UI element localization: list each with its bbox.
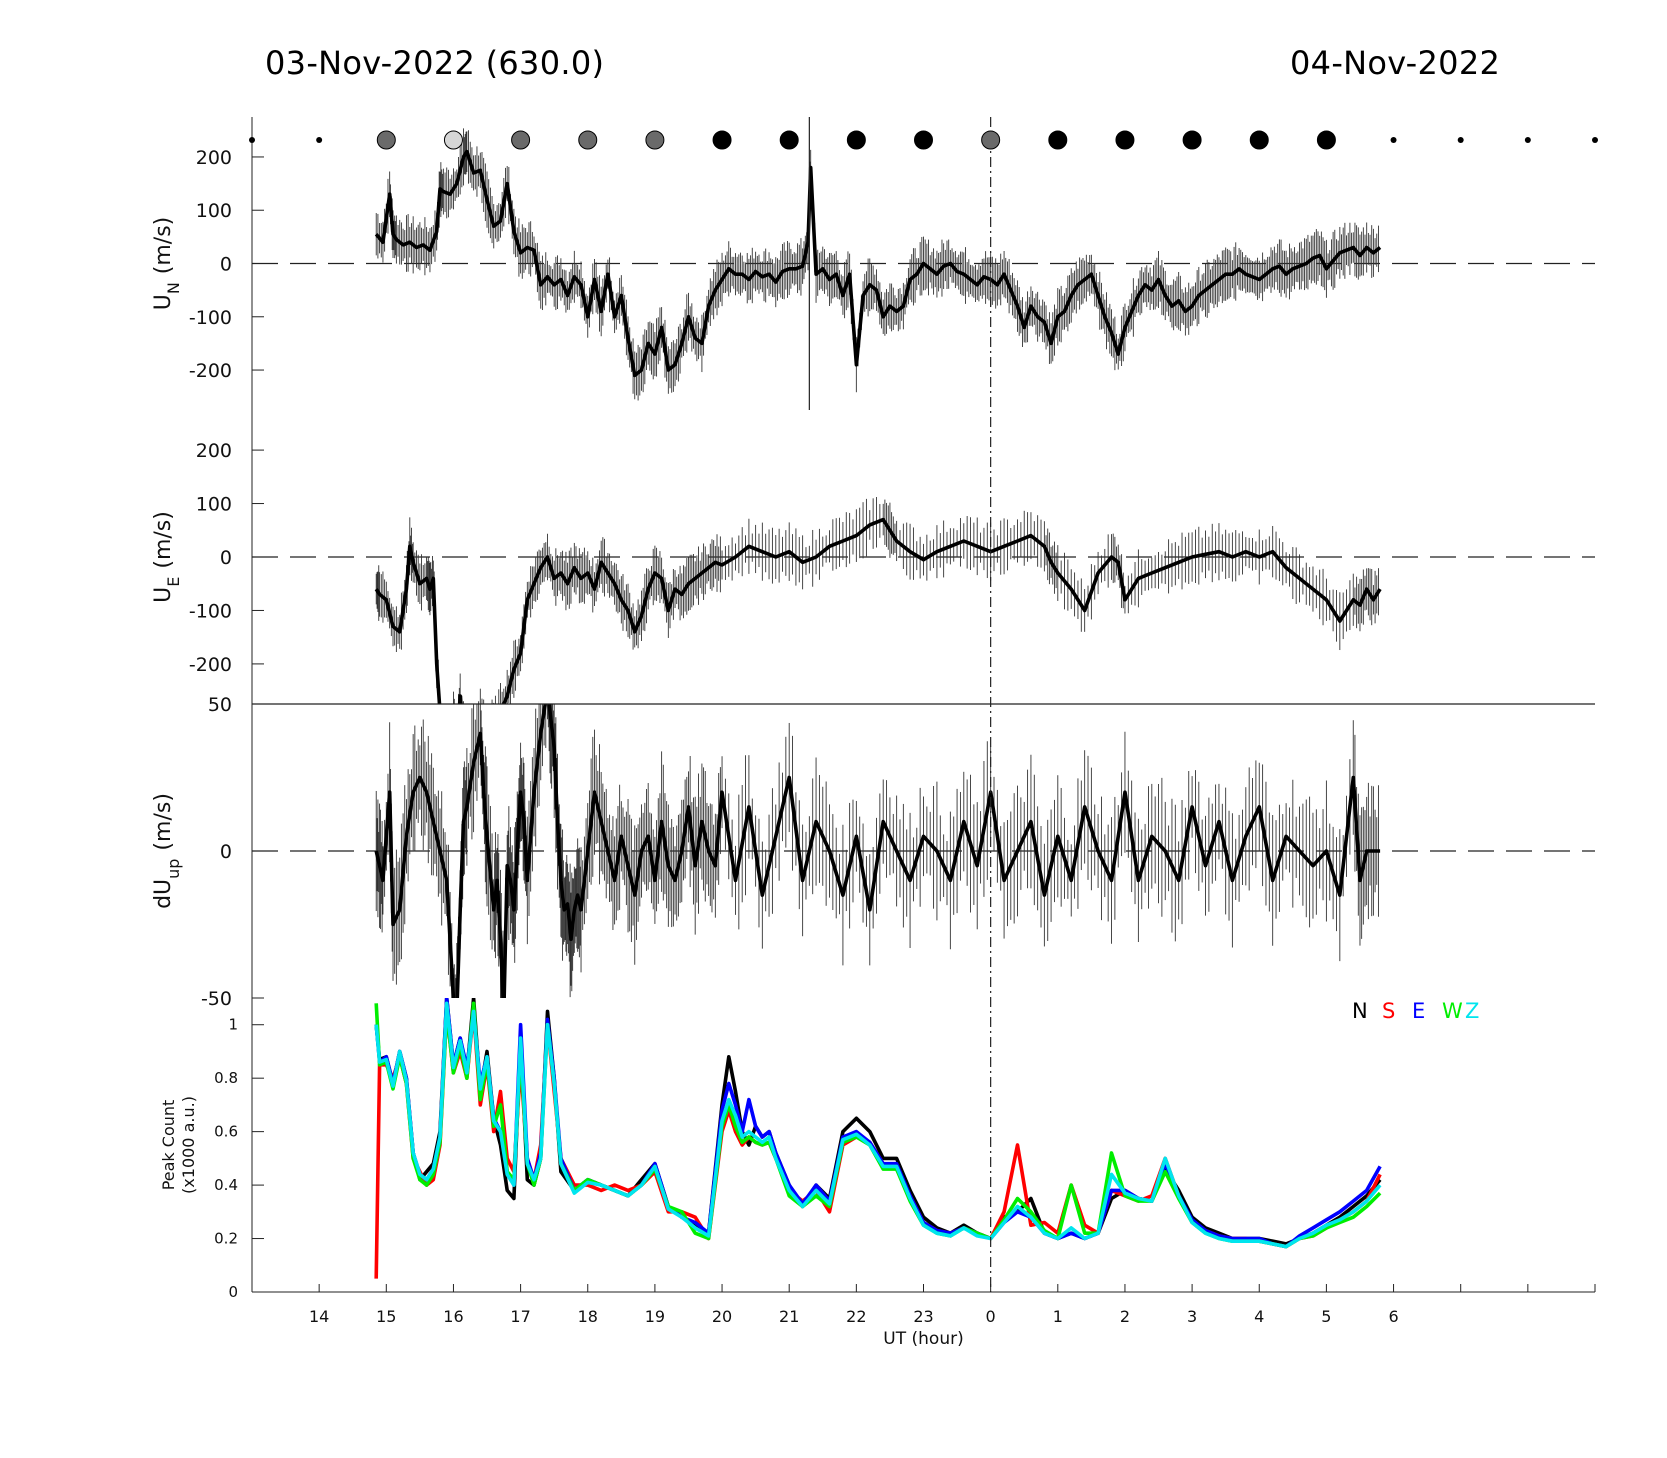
panel-un: 200 100 0 -100 -200 UN(m/s) xyxy=(151,117,1595,410)
series-dUup xyxy=(374,704,1381,998)
series-line-dUup xyxy=(374,704,1381,998)
y-tick-label: -100 xyxy=(189,600,232,622)
x-tick-label: 1 xyxy=(1053,1307,1063,1326)
cloud-indicator xyxy=(443,130,463,150)
series-UN xyxy=(374,128,1382,401)
x-tick-label: 19 xyxy=(645,1307,665,1326)
right-date-title: 04-Nov-2022 xyxy=(1290,44,1501,82)
y-tick-label: 0 xyxy=(220,547,232,569)
panel-dup: 50 0 -50 dUup(m/s) xyxy=(151,694,1595,1010)
y-tick-label: 1 xyxy=(228,1016,238,1034)
series-line-Z xyxy=(374,1001,1382,1249)
x-tick-label: 0 xyxy=(986,1307,996,1326)
cloud-indicator xyxy=(376,130,396,150)
y-axis-label-line2: (x1000 a.u.) xyxy=(179,1096,198,1194)
y-tick-label: -50 xyxy=(201,988,232,1010)
y-tick-label: 0.2 xyxy=(214,1230,238,1248)
x-tick-label: 5 xyxy=(1321,1307,1331,1326)
y-tick-label: 100 xyxy=(196,200,232,222)
legend-entry-Z: Z xyxy=(1465,999,1479,1023)
y-tick-label: -200 xyxy=(189,654,232,676)
cloud-indicator xyxy=(1524,137,1531,143)
y-tick-label: 0 xyxy=(220,841,232,863)
x-tick-label: 20 xyxy=(712,1307,732,1326)
y-tick-label: 0.4 xyxy=(214,1176,238,1194)
series-group-peak xyxy=(374,998,1382,1279)
legend-entry-S: S xyxy=(1382,999,1395,1023)
y-tick-label: 0 xyxy=(228,1283,238,1301)
panel-ue: 200 100 0 -100 -200 UE(m/s) xyxy=(151,410,1595,704)
legend-entry-N: N xyxy=(1352,999,1368,1023)
x-tick-label: 16 xyxy=(443,1307,463,1326)
y-axis-label: UN(m/s) xyxy=(151,217,183,311)
x-tick-label: 15 xyxy=(376,1307,396,1326)
series-line-UN xyxy=(374,149,1382,378)
y-tick-label: 50 xyxy=(208,694,232,716)
cloud-indicator xyxy=(1592,137,1598,143)
x-tick-label: 3 xyxy=(1187,1307,1197,1326)
x-tick-label: 22 xyxy=(846,1307,866,1326)
cloud-indicator xyxy=(249,137,255,143)
cloud-indicator xyxy=(316,137,323,143)
y-tick-label: 200 xyxy=(196,440,232,462)
common-overlays xyxy=(249,117,1598,1292)
legend-entry-W: W xyxy=(1442,999,1463,1023)
y-axis-label: UE(m/s) xyxy=(151,511,183,603)
cloud-indicator xyxy=(1457,137,1464,143)
y-axis-label: Peak Count xyxy=(159,1100,178,1191)
series-UE xyxy=(374,496,1382,704)
x-tick-label: 4 xyxy=(1254,1307,1264,1326)
y-tick-label: -200 xyxy=(189,360,232,382)
cloud-indicator xyxy=(1115,130,1135,150)
x-tick-label: 14 xyxy=(309,1307,329,1326)
cloud-indicator xyxy=(578,130,598,150)
cloud-indicator xyxy=(1048,130,1068,150)
cloud-indicator xyxy=(779,130,799,150)
x-tick-label: 17 xyxy=(510,1307,530,1326)
cloud-indicator xyxy=(1316,130,1336,150)
x-tick-label: 18 xyxy=(578,1307,598,1326)
cloud-indicator xyxy=(712,130,732,150)
legend-entry-E: E xyxy=(1412,999,1425,1023)
cloud-indicator xyxy=(981,130,1001,150)
cloud-indicator xyxy=(1390,137,1397,143)
y-tick-label: 0.6 xyxy=(214,1123,238,1141)
cloud-indicator xyxy=(1182,130,1202,150)
y-tick-label: 100 xyxy=(196,494,232,516)
left-date-title: 03-Nov-2022 (630.0) xyxy=(265,44,605,82)
y-tick-label: 200 xyxy=(196,147,232,169)
cloud-indicator xyxy=(1249,130,1269,150)
cloud-indicator xyxy=(914,130,933,150)
cloud-indicator xyxy=(846,130,866,150)
series-line-UE xyxy=(374,517,1382,704)
x-tick-label: 2 xyxy=(1120,1307,1130,1326)
x-tick-label: 21 xyxy=(779,1307,799,1326)
cloud-indicator xyxy=(511,130,531,150)
y-tick-label: 0.8 xyxy=(214,1069,238,1087)
x-tick-label: 6 xyxy=(1388,1307,1398,1326)
y-axis-label: dUup(m/s) xyxy=(151,793,183,909)
y-tick-label: -100 xyxy=(189,307,232,329)
x-tick-label: 23 xyxy=(913,1307,933,1326)
cloud-indicator xyxy=(645,130,665,150)
y-tick-label: 0 xyxy=(220,254,232,276)
x-axis-label: UT (hour) xyxy=(883,1329,963,1349)
